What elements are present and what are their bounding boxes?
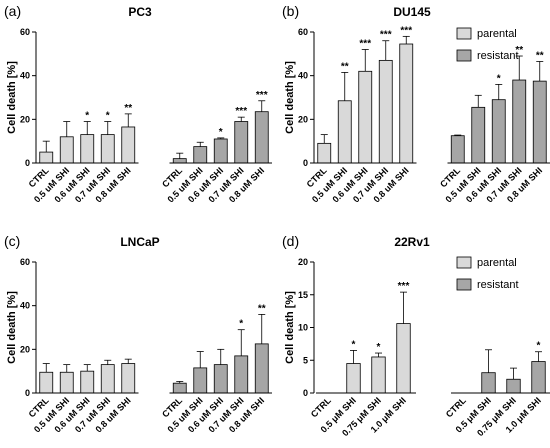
y-tick-label: 0: [303, 388, 308, 398]
panel-letter: (c): [4, 233, 20, 249]
significance-marker: *: [219, 127, 223, 138]
bar-parental: [317, 142, 332, 164]
bar-resistant: [213, 138, 228, 164]
significance-marker: **: [341, 61, 349, 72]
panel-letter: (b): [282, 3, 299, 19]
y-axis-label: Cell death [%]: [284, 291, 296, 364]
bar-parental: [100, 134, 115, 164]
legend-label-parental: parental: [477, 257, 517, 269]
y-tick-label: 20: [20, 114, 30, 124]
y-tick-label: 15: [298, 290, 308, 300]
bar-parental: [121, 363, 136, 394]
panel-letter: (a): [4, 3, 21, 19]
panel-letter: (d): [282, 233, 299, 249]
bar-resistant: [234, 121, 249, 164]
bar-parental: [371, 356, 386, 394]
y-axis-label: Cell death [%]: [6, 61, 18, 134]
y-tick-label: 20: [20, 344, 30, 354]
significance-marker: ***: [398, 281, 410, 292]
bar-parental: [337, 100, 352, 164]
legend-swatch-parental: [456, 27, 472, 40]
bar-parental: [358, 70, 373, 164]
bar-parental: [80, 370, 95, 394]
significance-marker: *: [352, 339, 356, 350]
bar-resistant: [172, 158, 187, 164]
significance-marker: **: [258, 303, 266, 314]
bar-parental: [80, 134, 95, 164]
legend-label-resistant: resistant: [477, 279, 519, 291]
legend-swatch-parental: [456, 256, 472, 269]
bar-parental: [399, 43, 414, 164]
bar-parental: [121, 126, 136, 164]
y-tick-label: 0: [25, 388, 30, 398]
y-axis-label: Cell death [%]: [284, 61, 296, 134]
bar-parental: [39, 371, 54, 394]
bar-parental: [59, 371, 74, 394]
significance-marker: *: [537, 341, 541, 352]
significance-marker: **: [124, 103, 132, 114]
bar-resistant: [213, 364, 228, 394]
significance-marker: *: [497, 73, 501, 84]
legend: parental resistant: [456, 27, 519, 62]
bar-resistant: [254, 111, 269, 164]
y-tick-label: 20: [298, 114, 308, 124]
significance-marker: **: [515, 45, 523, 56]
bar-resistant: [506, 378, 521, 394]
bar-parental: [378, 59, 393, 164]
y-tick-label: 40: [20, 301, 30, 311]
legend-label-parental: parental: [477, 28, 517, 40]
bar-parental: [39, 151, 54, 164]
bar-resistant: [471, 106, 486, 164]
y-tick-label: 0: [25, 158, 30, 168]
significance-marker: *: [85, 111, 89, 122]
legend-label-resistant: resistant: [477, 50, 519, 62]
bar-resistant: [234, 355, 249, 394]
y-tick-label: 60: [20, 27, 30, 37]
bar-resistant: [172, 382, 187, 394]
bar-resistant: [531, 361, 546, 394]
chart-title: DU145: [393, 5, 431, 19]
bar-parental: [396, 323, 411, 394]
significance-marker: ***: [359, 38, 371, 49]
bar-resistant: [193, 146, 208, 164]
y-tick-label: 10: [298, 323, 308, 333]
legend-swatch-resistant: [456, 278, 472, 291]
y-tick-label: 5: [303, 355, 308, 365]
y-tick-label: 60: [298, 27, 308, 37]
bar-parental: [59, 136, 74, 164]
legend: parental resistant: [456, 256, 519, 291]
y-tick-label: 20: [298, 257, 308, 267]
bar-resistant: [254, 343, 269, 394]
significance-marker: ***: [235, 106, 247, 117]
bar-resistant: [450, 135, 465, 164]
chart-title: LNCaP: [120, 235, 159, 249]
bar-resistant: [512, 79, 527, 164]
y-axis-label: Cell death [%]: [6, 291, 18, 364]
y-tick-label: 0: [303, 158, 308, 168]
significance-marker: ***: [400, 25, 412, 36]
significance-marker: *: [106, 111, 110, 122]
significance-marker: *: [377, 342, 381, 353]
significance-marker: *: [239, 319, 243, 330]
y-tick-label: 60: [20, 257, 30, 267]
bar-parental: [346, 363, 361, 394]
y-tick-label: 40: [298, 71, 308, 81]
bar-resistant: [481, 372, 496, 394]
significance-marker: ***: [256, 90, 268, 101]
significance-marker: **: [536, 50, 544, 61]
y-tick-label: 40: [20, 71, 30, 81]
significance-marker: ***: [380, 30, 392, 41]
chart-title: 22Rv1: [394, 235, 430, 249]
bar-parental: [100, 364, 115, 394]
bar-resistant: [532, 80, 547, 164]
legend-swatch-resistant: [456, 49, 472, 62]
bar-resistant: [193, 367, 208, 394]
bar-resistant: [491, 99, 506, 164]
chart-title: PC3: [128, 5, 152, 19]
